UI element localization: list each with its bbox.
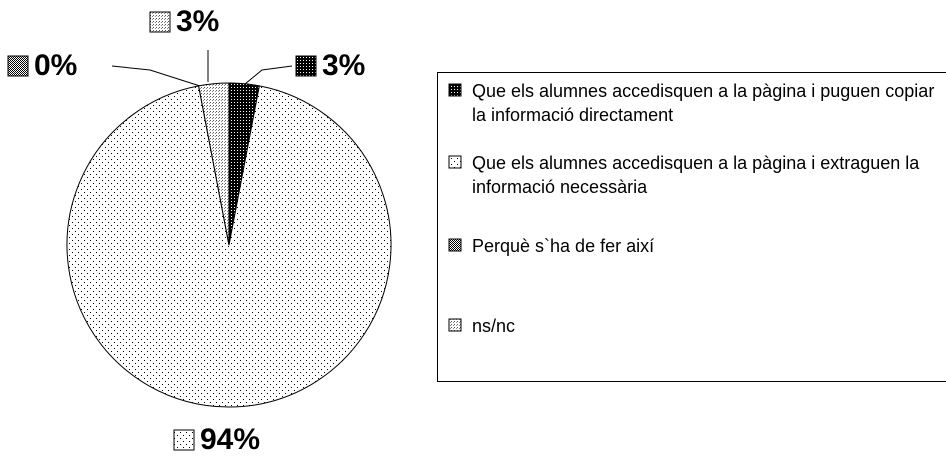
legend: Que els alumnes accedisquen a la pàgina … [437,72,946,382]
legend-swatch [448,238,462,252]
legend-label: Que els alumnes accedisquen a la pàgina … [472,81,935,125]
legend-label: Que els alumnes accedisquen a la pàgina … [472,153,920,197]
legend-label: Perquè s`ha de fer així [472,236,655,256]
pie-slice [198,82,230,246]
label-swatch [7,55,29,77]
legend-swatch-rect [448,83,462,97]
label-swatch [149,11,171,33]
legend-swatch [448,155,462,169]
value-label: 94% [200,423,260,456]
legend-swatch-rect [448,155,462,169]
label-swatch [295,55,317,77]
value-label: 0% [34,49,77,82]
legend-label: ns/nc [472,316,516,336]
legend-swatch [448,318,462,332]
leader-line [244,65,293,85]
pie-slice [66,85,392,408]
leader-line [111,65,201,87]
value-label: 3% [322,49,365,82]
legend-swatch [448,83,462,97]
legend-swatch-rect [448,238,462,252]
leader-lines [111,50,293,87]
value-label: 3% [176,5,219,38]
legend-swatch-rect [448,318,462,332]
label-swatch [173,429,195,451]
